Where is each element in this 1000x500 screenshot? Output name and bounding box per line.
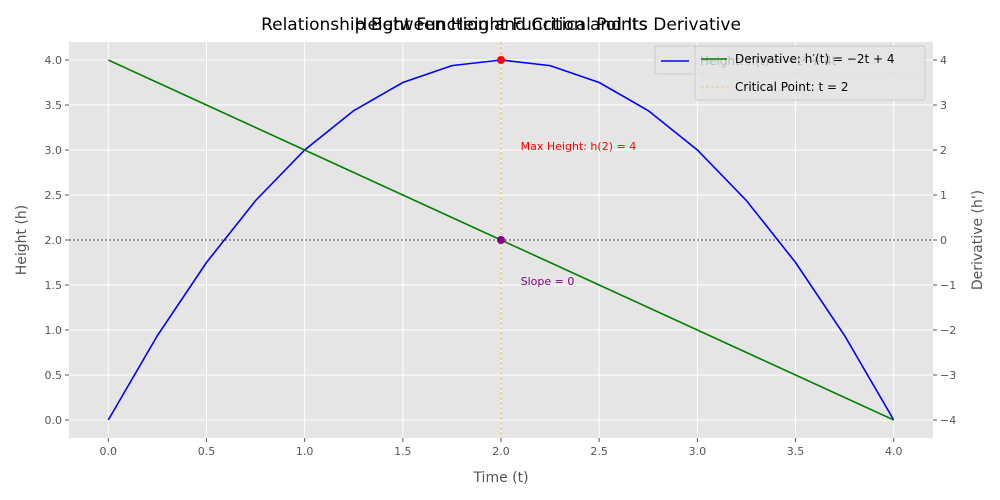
- legend-box: [694, 45, 926, 101]
- x-tick-label: 0.0: [100, 445, 118, 458]
- y-axis-label: Height (h): [14, 205, 30, 276]
- annotation: Slope = 0: [521, 275, 575, 288]
- y-tick-label: 0.0: [45, 414, 63, 427]
- x-tick-label: 3.5: [787, 445, 805, 458]
- y-tick-label: 3.5: [45, 99, 63, 112]
- y2-tick-label: −3: [940, 369, 956, 382]
- y-tick-label: 2.0: [45, 234, 63, 247]
- x-tick-label: 0.5: [198, 445, 216, 458]
- y2-tick-label: 0: [940, 234, 947, 247]
- y-tick-label: 3.0: [45, 144, 63, 157]
- x-tick-label: 2.0: [492, 445, 510, 458]
- chart-title: Relationship Between Height Function and…: [261, 15, 741, 35]
- annotation: Max Height: h(2) = 4: [521, 140, 637, 153]
- legend-label: Derivative: h′(t) = −2t + 4: [735, 52, 895, 66]
- critical-point: [497, 56, 505, 64]
- x-tick-label: 1.5: [394, 445, 412, 458]
- y-tick-label: 0.5: [45, 369, 63, 382]
- legend: Derivative: h′(t) = −2t + 4 Critical Poi…: [694, 45, 926, 101]
- y-tick-label: 1.0: [45, 324, 63, 337]
- y2-tick-label: 1: [940, 189, 947, 202]
- legend-label: Critical Point: t = 2: [735, 80, 848, 94]
- y2-tick-label: −1: [940, 279, 956, 292]
- chart-title-2: Height Function and Critical Points: [355, 15, 648, 35]
- critical-point: [497, 236, 505, 244]
- y2-tick-label: 3: [940, 99, 947, 112]
- y2-tick-label: 2: [940, 144, 947, 157]
- y-tick-label: 2.5: [45, 189, 63, 202]
- x-axis-label: Time (t): [472, 470, 528, 486]
- x-tick-label: 1.0: [296, 445, 314, 458]
- y-tick-label: 1.5: [45, 279, 63, 292]
- y2-tick-label: 4: [940, 54, 947, 67]
- y2-tick-label: −4: [940, 414, 956, 427]
- y2-tick-label: −2: [940, 324, 956, 337]
- y2-axis-label: Derivative (h'): [970, 190, 986, 290]
- y-tick-label: 4.0: [45, 54, 63, 67]
- x-tick-label: 4.0: [885, 445, 903, 458]
- x-tick-label: 3.0: [689, 445, 707, 458]
- x-tick-label: 2.5: [590, 445, 608, 458]
